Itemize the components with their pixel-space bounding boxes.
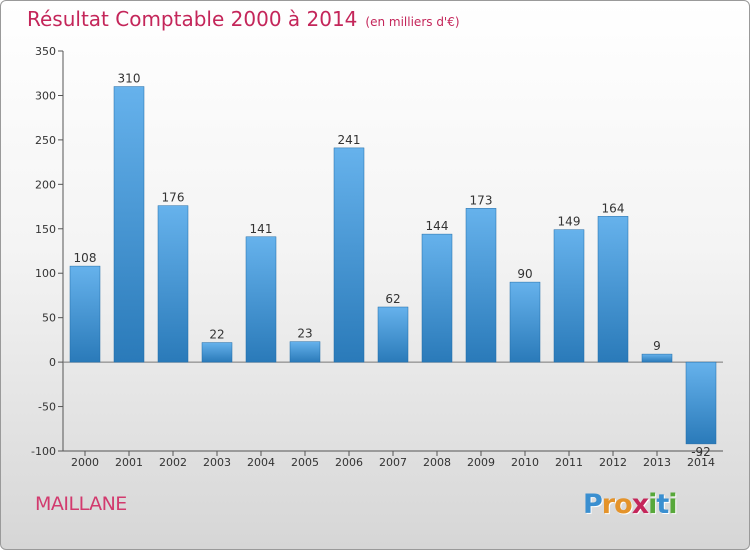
data-label-2007: 62 [385,292,400,306]
commune-name: MAILLANE [35,493,127,515]
x-tick-label: 2009 [467,456,495,469]
data-label-2014: -92 [691,445,711,459]
y-axis: -100 -50 0 50 100 150 200 250 300 350 [31,45,64,458]
data-label-2003: 22 [209,328,224,342]
bar-2001 [113,86,145,363]
x-tick-label: 2013 [643,456,671,469]
x-tick-label: 2005 [291,456,319,469]
proxiti-logo[interactable]: Proxiti [583,489,678,520]
data-label-2002: 176 [162,191,185,205]
logo-letter: t [656,489,669,520]
y-tick-label: 50 [42,312,56,325]
x-tick-label: 2012 [599,456,627,469]
x-axis: 2000 2001 2002 2003 2004 2005 2006 2007 2008 2009… [63,361,723,469]
data-labels: 108 310 176 22 141 23 241 62 144 173 90 149 164 9 -92 [74,72,711,459]
x-tick-label: 2007 [379,456,407,469]
x-tick-label: 2011 [555,456,583,469]
x-tick-label: 2002 [159,456,187,469]
x-tick-label: 2006 [335,456,363,469]
bar-2009 [465,208,497,363]
bar-2004 [245,236,277,363]
x-tick-label: 2010 [511,456,539,469]
y-tick-label: 100 [35,267,56,280]
bar-2005 [289,341,321,363]
y-tick-label: 350 [35,45,56,58]
y-tick-label: -50 [38,401,56,414]
x-tick-label: 2008 [423,456,451,469]
chart-title: Résultat Comptable 2000 à 2014 (en millie… [27,7,460,31]
data-label-2001: 310 [118,72,141,86]
data-label-2012: 164 [602,201,625,215]
bar-2008 [421,233,453,363]
x-tick-label: 2004 [247,456,275,469]
x-tick-label: 2001 [115,456,143,469]
data-label-2013: 9 [653,339,661,353]
y-tick-label: 300 [35,89,56,102]
data-label-2011: 149 [558,215,581,229]
data-label-2004: 141 [250,222,273,236]
logo-letter: x [631,489,649,520]
y-tick-label: -100 [31,445,56,458]
y-tick-label: 0 [49,356,56,369]
data-label-2008: 144 [426,219,449,233]
bars [69,86,717,445]
bar-2011 [553,229,585,363]
bar-2013 [641,353,673,363]
data-label-2000: 108 [74,251,97,265]
data-label-2009: 173 [470,193,493,207]
bar-2000 [69,265,101,363]
bar-2012 [597,216,629,363]
x-tick-label: 2014 [687,456,715,469]
y-tick-label: 200 [35,178,56,191]
logo-letter: o [614,489,633,520]
bar-2002 [157,205,189,363]
x-tick-label: 2003 [203,456,231,469]
x-tick-label: 2000 [71,456,99,469]
bar-2014 [685,361,717,445]
bar-2003 [201,342,233,363]
chart-title-text: Résultat Comptable 2000 à 2014 [27,7,358,31]
y-tick-label: 250 [35,134,56,147]
logo-letter: r [601,489,615,520]
logo-letter: P [583,489,603,520]
bar-2006 [333,147,365,363]
chart-unit-label: (en milliers d'€) [365,15,460,29]
data-label-2005: 23 [297,327,312,341]
bar-2010 [509,281,541,363]
logo-letter: i [668,489,677,520]
logo-letter: i [648,489,657,520]
bar-2007 [377,306,409,363]
data-label-2010: 90 [517,267,532,281]
y-tick-label: 150 [35,223,56,236]
data-label-2006: 241 [338,133,361,147]
